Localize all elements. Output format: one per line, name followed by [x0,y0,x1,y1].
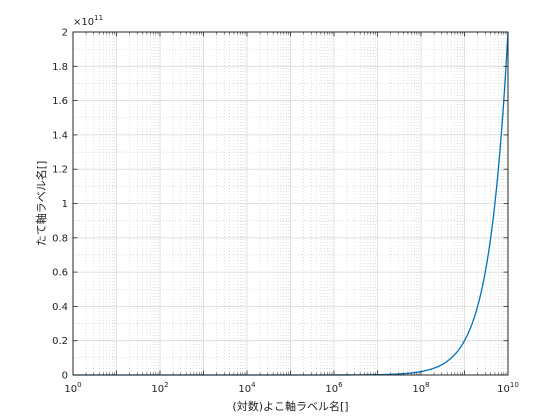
x-tick-label-base: 10 [238,384,251,395]
y-tick-labels: 0 0.2 0.4 0.6 0.8 1 1.2 1.4 1.6 1.8 2 [52,28,68,382]
x-tick-label-base: 10 [497,384,510,395]
x-tick-label-base: 10 [151,384,164,395]
y-tick-label: 1.6 [52,96,68,107]
x-tick-label: 108 [412,381,429,395]
y-axis-title: たて軸ラベル名[] [34,161,48,247]
x-tick-label-exponent: 2 [164,381,168,389]
y-tick-label: 1.2 [52,165,68,176]
x-tick-label: 102 [151,381,168,395]
y-tick-label: 1 [62,199,68,210]
y-tick-label: 0.4 [52,302,68,313]
y-tick-label: 0 [62,371,68,382]
x-tick-label-base: 10 [412,384,425,395]
y-axis-multiplier-base: ×10 [73,17,94,28]
x-tick-label: 1010 [497,381,519,395]
y-axis-multiplier: ×1011 [73,14,103,28]
x-tick-label-base: 10 [325,384,338,395]
x-tick-label-base: 10 [64,384,77,395]
y-tick-label: 2 [62,28,68,39]
x-axis-title: (対数)よこ軸ラベル名[] [232,399,348,413]
tick-marks [72,31,509,376]
x-tick-label: 104 [238,381,256,395]
x-tick-label-exponent: 4 [251,381,256,389]
y-tick-label: 0.6 [52,268,68,279]
x-tick-label-exponent: 0 [77,381,81,389]
y-tick-label: 0.2 [52,336,68,347]
x-tick-label-exponent: 6 [338,381,343,389]
y-axis-multiplier-exponent: 11 [94,14,103,22]
x-tick-labels: 100 102 104 106 108 1010 [64,381,518,395]
x-tick-label-exponent: 8 [425,381,429,389]
x-tick-label-exponent: 10 [510,381,519,389]
y-tick-label: 1.4 [52,130,68,141]
y-tick-label: 1.8 [52,62,68,73]
x-tick-label: 106 [325,381,343,395]
y-tick-label: 0.8 [52,233,68,244]
x-tick-label: 100 [64,381,81,395]
